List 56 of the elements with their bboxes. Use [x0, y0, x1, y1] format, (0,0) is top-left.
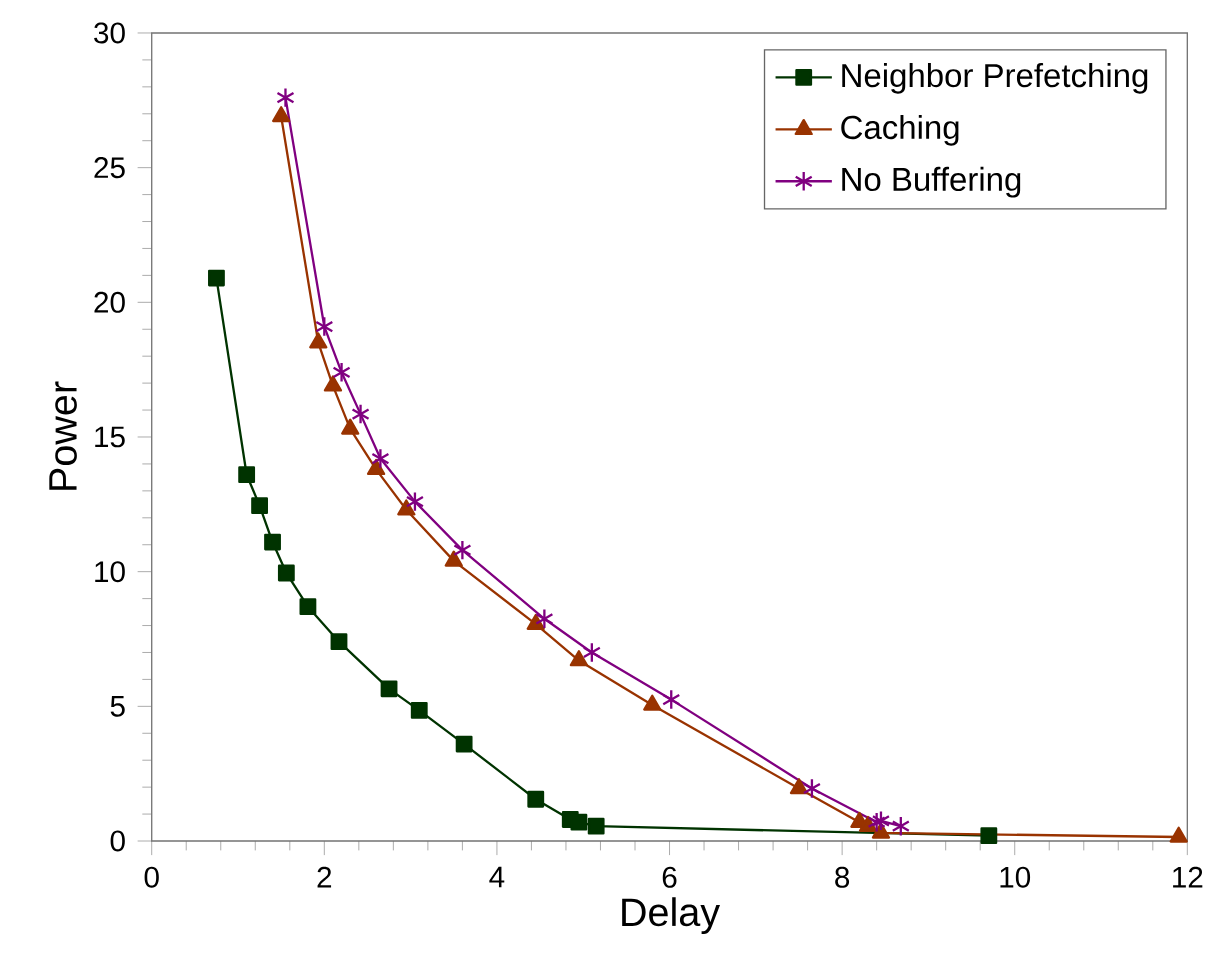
y-tick-label: 5 — [110, 695, 125, 717]
point — [455, 735, 473, 753]
legend-label: Neighbor Prefetching — [842, 62, 1148, 94]
point — [410, 701, 428, 719]
point — [570, 813, 588, 831]
point — [299, 598, 317, 616]
point — [272, 106, 291, 123]
point — [867, 811, 886, 833]
legend-label: Caching — [841, 114, 959, 146]
x-tick-label: 8 — [835, 866, 850, 888]
point — [891, 815, 910, 837]
y-tick-label: 10 — [95, 561, 125, 583]
x-tick-label: 0 — [144, 866, 159, 888]
point — [371, 448, 390, 469]
point — [332, 361, 351, 383]
x-tick-label: 4 — [489, 866, 505, 888]
point — [330, 633, 348, 651]
point — [980, 827, 998, 845]
point — [871, 810, 891, 832]
y-tick-label: 20 — [94, 291, 125, 313]
x-tick-label: 10 — [1000, 866, 1031, 888]
y-tick-label: 0 — [110, 830, 125, 852]
y-tick-label: 30 — [94, 22, 125, 44]
y-tick-label: 15 — [95, 426, 125, 448]
point — [662, 689, 681, 710]
point — [397, 499, 416, 516]
point — [380, 680, 398, 698]
x-tick-label: 12 — [1173, 866, 1203, 888]
point — [527, 790, 545, 808]
x-tick-label: 2 — [317, 866, 332, 888]
x-axis-title: Delay — [622, 897, 721, 935]
point — [444, 550, 463, 567]
point — [309, 332, 328, 349]
point — [587, 817, 605, 835]
point — [251, 497, 269, 515]
y-tick-label: 25 — [94, 157, 125, 179]
point — [789, 778, 809, 795]
legend-label: No Buffering — [842, 166, 1021, 198]
point — [802, 778, 822, 799]
point — [208, 269, 225, 287]
y-axis-title: Power — [49, 381, 77, 490]
point — [276, 87, 295, 108]
point — [351, 403, 370, 425]
point — [238, 466, 256, 484]
point — [341, 418, 360, 435]
point — [264, 533, 281, 551]
point — [366, 458, 386, 476]
point — [405, 491, 425, 513]
point — [569, 650, 589, 667]
x-tick-label: 6 — [662, 866, 677, 888]
point — [277, 564, 295, 582]
point — [453, 539, 472, 561]
point — [315, 316, 334, 337]
point — [535, 608, 554, 630]
point — [582, 642, 601, 663]
point — [323, 375, 343, 392]
